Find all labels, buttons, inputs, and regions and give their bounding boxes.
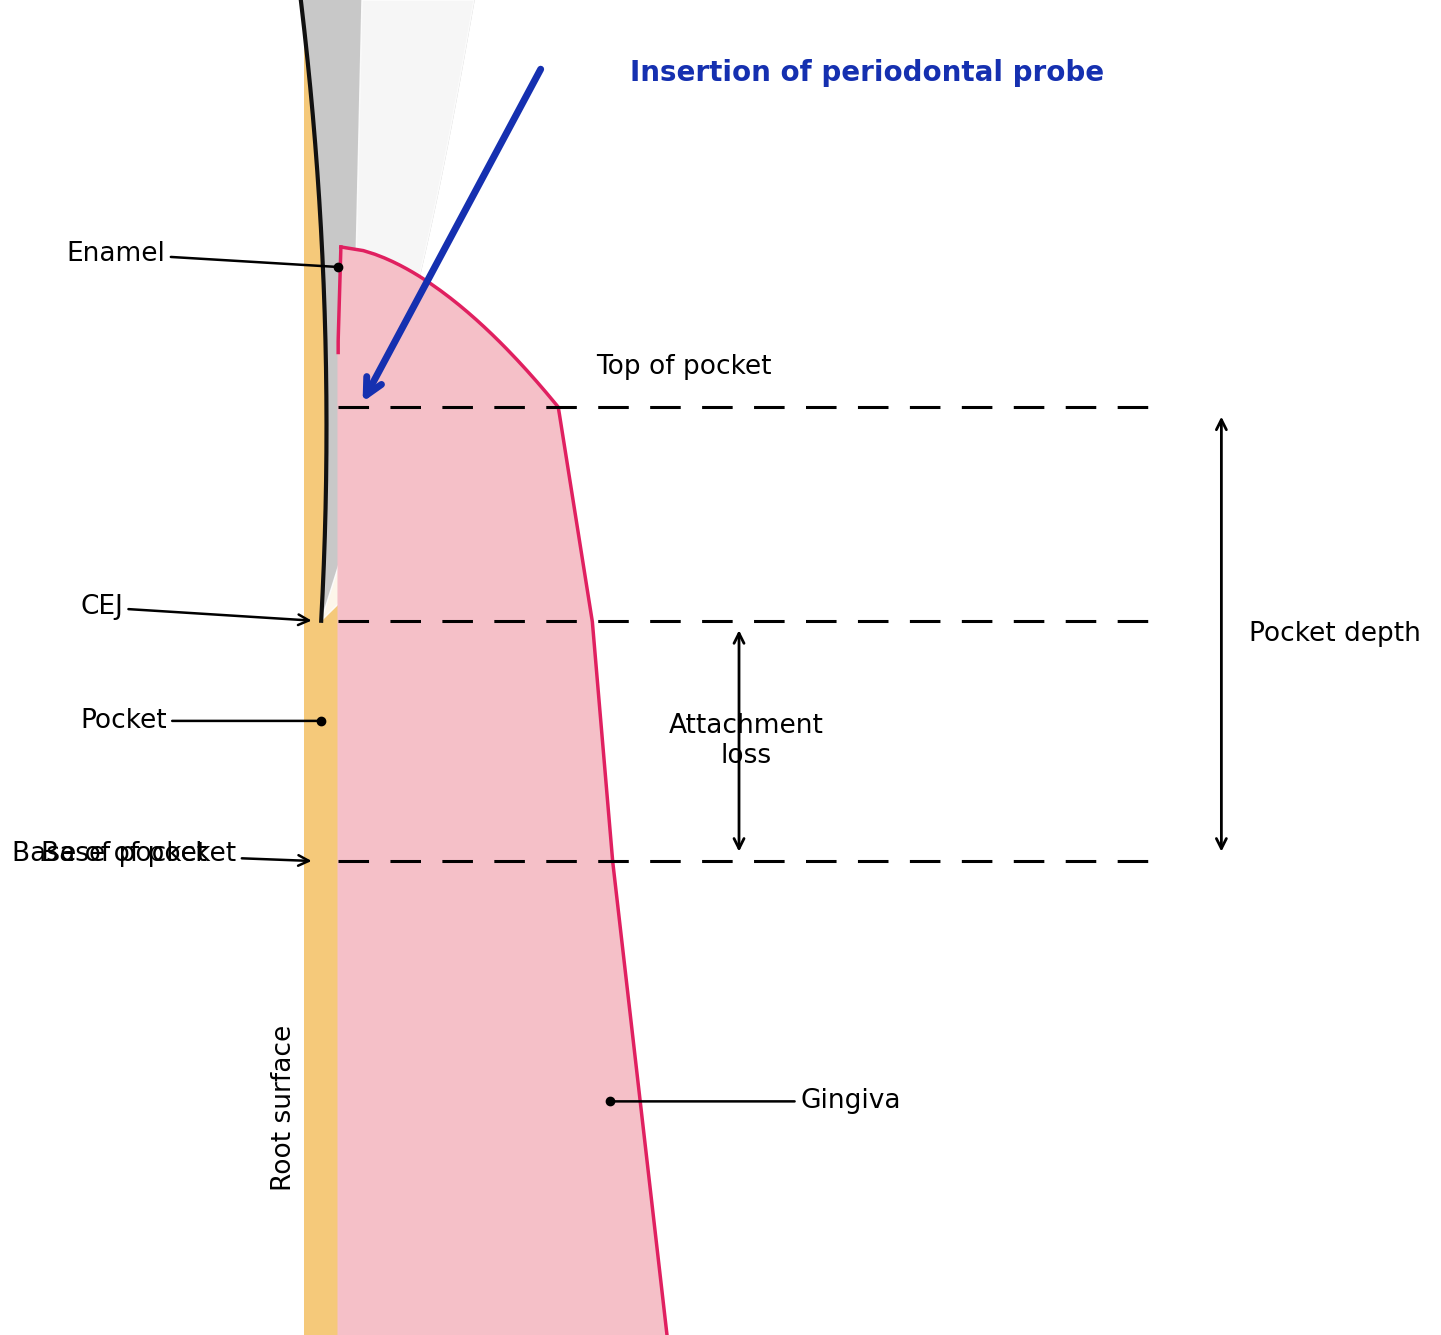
- Text: Base of pocket: Base of pocket: [42, 841, 308, 868]
- Text: Pocket: Pocket: [81, 708, 317, 734]
- Text: Pocket depth: Pocket depth: [1248, 621, 1421, 647]
- Text: CEJ: CEJ: [81, 594, 308, 625]
- Polygon shape: [339, 247, 667, 1335]
- Text: Base of pocket: Base of pocket: [12, 841, 208, 868]
- Text: Insertion of periodontal probe: Insertion of periodontal probe: [630, 60, 1104, 87]
- Text: Top of pocket: Top of pocket: [597, 354, 772, 380]
- Text: Enamel: Enamel: [66, 240, 336, 267]
- Text: Gingiva: Gingiva: [612, 1088, 901, 1115]
- Bar: [304, 0, 339, 1335]
- Polygon shape: [301, 0, 474, 621]
- Polygon shape: [321, 0, 474, 621]
- Text: Root surface: Root surface: [271, 1025, 297, 1191]
- Text: Attachment
loss: Attachment loss: [669, 713, 823, 769]
